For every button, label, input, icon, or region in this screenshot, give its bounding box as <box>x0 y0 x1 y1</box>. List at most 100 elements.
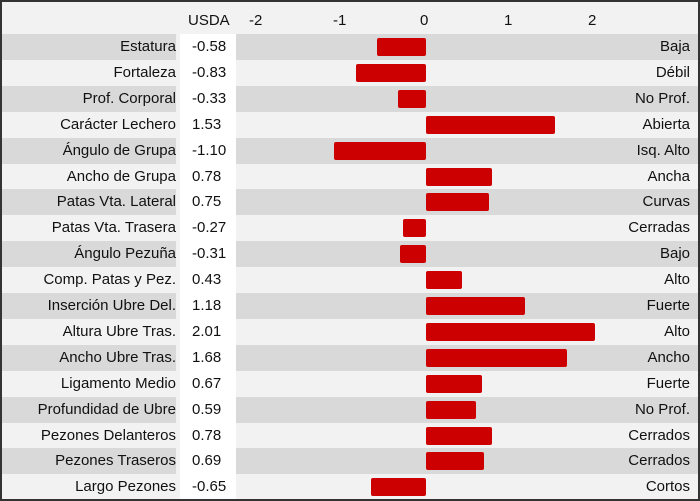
trait-value: 1.68 <box>180 344 236 371</box>
trait-bar <box>426 348 568 367</box>
trait-bar <box>426 322 595 341</box>
trait-row: Ángulo de Grupa -1.10 Isq. Alto <box>2 137 698 164</box>
plot-area <box>236 423 614 449</box>
trait-label: Patas Vta. Lateral <box>2 189 176 216</box>
plot-area <box>236 34 614 60</box>
x-tick-label: 2 <box>588 12 597 29</box>
trait-row: Pezones Delanteros 0.78 Cerrados <box>2 422 698 449</box>
trait-label: Ancho de Grupa <box>66 167 176 185</box>
trait-value: 1.18 <box>180 293 236 319</box>
trait-label: Profundidad de Ubre <box>2 396 176 423</box>
trait-value: 0.69 <box>180 448 236 475</box>
trait-label: Inserción Ubre Del. <box>2 293 176 319</box>
trait-row: Ancho Ubre Tras. 1.68 Ancho <box>2 344 698 371</box>
trait-row: Carácter Lechero 1.53 Abierta <box>2 111 698 138</box>
plot-area <box>236 267 614 293</box>
trait-row: Fortaleza -0.83 Débil <box>2 59 698 86</box>
x-tick-label: 1 <box>504 12 513 29</box>
plot-area <box>236 164 614 190</box>
x-tick-label: -1 <box>333 12 347 29</box>
trait-label: Pezones Traseros <box>2 448 176 475</box>
trait-value: 2.01 <box>180 318 236 345</box>
plot-area <box>236 293 614 319</box>
trait-descriptor: Ancho <box>614 344 698 371</box>
trait-value: -0.33 <box>180 85 236 112</box>
chart-header: USDA -2 -1 0 1 2 <box>2 2 698 34</box>
plot-area <box>236 215 614 241</box>
trait-descriptor: Abierta <box>642 115 690 133</box>
trait-value: -0.58 <box>180 34 236 60</box>
trait-value: 0.78 <box>180 163 236 190</box>
plot-area <box>236 112 614 138</box>
trait-row: Altura Ubre Tras. 2.01 Alto <box>2 318 698 345</box>
trait-value: -0.83 <box>180 59 236 86</box>
trait-row: Prof. Corporal -0.33 No Prof. <box>2 85 698 112</box>
plot-area <box>236 241 614 268</box>
trait-label: Comp. Patas y Pez. <box>43 271 176 289</box>
trait-row: Patas Vta. Lateral 0.75 Curvas <box>2 189 698 216</box>
trait-label: Altura Ubre Tras. <box>62 322 176 340</box>
trait-descriptor: No Prof. <box>614 396 698 423</box>
trait-bar <box>333 141 426 160</box>
trait-row: Largo Pezones -0.65 Cortos <box>2 474 698 499</box>
trait-descriptor: Fuerte <box>614 293 698 319</box>
trait-descriptor: Débil <box>655 63 690 81</box>
trait-value: 0.59 <box>180 396 236 423</box>
trait-label: Ancho Ubre Tras. <box>2 344 176 371</box>
trait-descriptor: Fuerte <box>646 374 690 392</box>
trait-descriptor: No Prof. <box>614 85 698 112</box>
trait-bar <box>356 63 426 82</box>
trait-value: 0.75 <box>180 189 236 216</box>
trait-row: Pezones Traseros 0.69 Cerrados <box>2 448 698 475</box>
trait-label: Patas Vta. Trasera <box>51 219 176 237</box>
trait-bar <box>403 219 426 238</box>
trait-value: 0.43 <box>180 267 236 294</box>
trait-bar <box>426 271 463 290</box>
plot-area <box>236 319 614 345</box>
trait-label: Ángulo Pezuña <box>2 241 176 268</box>
plot-area <box>236 448 614 475</box>
trait-bar <box>426 167 492 186</box>
trait-row: Profundidad de Ubre 0.59 No Prof. <box>2 396 698 423</box>
trait-row: Inserción Ubre Del. 1.18 Fuerte <box>2 293 698 319</box>
x-tick-label: 0 <box>420 12 429 29</box>
trait-value: 1.53 <box>180 111 236 138</box>
plot-area <box>236 189 614 216</box>
trait-row: Patas Vta. Trasera -0.27 Cerradas <box>2 215 698 242</box>
plot-area <box>236 137 614 164</box>
trait-descriptor: Baja <box>614 34 698 60</box>
trait-descriptor: Alto <box>664 322 690 340</box>
trait-value: 0.67 <box>180 370 236 397</box>
trait-label: Ángulo de Grupa <box>2 137 176 164</box>
trait-label: Largo Pezones <box>75 478 176 496</box>
trait-descriptor: Cerrados <box>614 448 698 475</box>
trait-value: -1.10 <box>180 137 236 164</box>
trait-descriptor: Isq. Alto <box>614 137 698 164</box>
trait-bar <box>426 426 492 445</box>
trait-bar <box>371 478 426 497</box>
trait-descriptor: Bajo <box>614 241 698 268</box>
trait-bar <box>426 400 476 419</box>
plot-area <box>236 344 614 371</box>
trait-value: -0.27 <box>180 215 236 242</box>
trait-row: Comp. Patas y Pez. 0.43 Alto <box>2 267 698 294</box>
plot-area <box>236 60 614 86</box>
plot-area <box>236 371 614 397</box>
trait-row: Ángulo Pezuña -0.31 Bajo <box>2 241 698 268</box>
plot-area <box>236 396 614 423</box>
trait-row: Estatura -0.58 Baja <box>2 34 698 60</box>
trait-label: Carácter Lechero <box>60 115 176 133</box>
trait-label: Fortaleza <box>113 63 176 81</box>
trait-label: Prof. Corporal <box>2 85 176 112</box>
trait-bar <box>398 89 426 108</box>
trait-label: Estatura <box>2 34 176 60</box>
trait-label: Ligamento Medio <box>60 374 176 392</box>
trait-value: -0.31 <box>180 241 236 268</box>
trait-descriptor: Ancha <box>647 167 690 185</box>
trait-value: 0.78 <box>180 422 236 449</box>
trait-descriptor: Curvas <box>614 189 698 216</box>
trait-bar <box>426 374 483 393</box>
trait-value: -0.65 <box>180 474 236 499</box>
x-tick-label: -2 <box>249 12 263 29</box>
